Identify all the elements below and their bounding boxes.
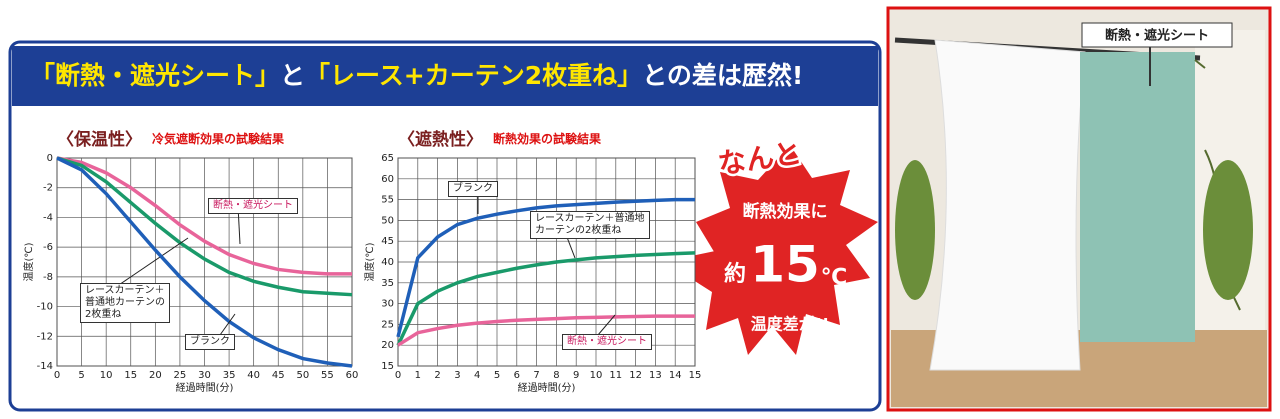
y-tick-label: -10	[37, 302, 53, 313]
x-tick-label: 10	[590, 370, 603, 381]
x-tick-label: 3	[454, 370, 460, 381]
x-tick-label: 9	[573, 370, 579, 381]
y-tick-label: 55	[381, 195, 394, 206]
y-tick-label: -6	[43, 242, 53, 253]
x-tick-label: 20	[149, 370, 162, 381]
photo-label-box	[1081, 22, 1233, 48]
callout-text: 断熱効果に	[743, 201, 828, 222]
x-tick-label: 35	[223, 370, 236, 381]
x-tick-label: 25	[174, 370, 187, 381]
x-axis-label: 経過時間(分)	[176, 381, 234, 394]
x-tick-label: 6	[514, 370, 520, 381]
y-tick-label: -12	[37, 331, 53, 342]
y-tick-label: 15	[381, 361, 394, 372]
x-tick-label: 14	[669, 370, 682, 381]
banner-part: 「レース+カーテン2枚重ね」	[305, 61, 642, 90]
chart-subtitle: 断熱効果の試験結果	[493, 132, 602, 146]
y-tick-label: 65	[381, 153, 394, 164]
y-tick-label: 60	[381, 174, 394, 185]
banner-bg	[12, 46, 878, 106]
x-tick-label: 5	[494, 370, 500, 381]
y-tick-label: -14	[37, 361, 53, 372]
x-tick-label: 60	[346, 370, 359, 381]
x-tick-label: 55	[321, 370, 334, 381]
photo-label: 断熱・遮光シート	[1105, 28, 1209, 44]
x-tick-label: 2	[434, 370, 440, 381]
legend-label: レースカーテン＋普通地 カーテンの2枚重ね	[530, 211, 650, 239]
starburst	[690, 145, 878, 355]
y-tick-label: 0	[47, 153, 53, 164]
y-tick-label: 40	[381, 257, 394, 268]
x-tick-label: 15	[689, 370, 702, 381]
label-pointer	[109, 237, 189, 292]
callout-text: 温度差が!!	[750, 315, 830, 334]
x-axis-label: 経過時間(分)	[518, 381, 576, 394]
x-tick-label: 4	[474, 370, 480, 381]
callout-number: 15	[750, 236, 820, 294]
sheet-curtain	[1080, 52, 1195, 342]
banner-part: との差は歴然!	[642, 61, 803, 90]
x-tick-label: 1	[415, 370, 421, 381]
legend-label: ブランク	[185, 334, 235, 350]
data-line	[396, 197, 695, 338]
legend-label: 断熱・遮光シート	[562, 334, 652, 350]
chart-subtitle: 冷気遮断効果の試験結果	[152, 132, 285, 146]
x-tick-label: 40	[247, 370, 260, 381]
legend-label: 断熱・遮光シート	[208, 198, 298, 214]
y-tick-label: 25	[381, 319, 394, 330]
plant	[895, 160, 935, 300]
x-tick-label: 45	[272, 370, 285, 381]
y-tick-label: -8	[43, 272, 53, 283]
legend-label: レースカーテン＋ 普通地カーテンの 2枚重ね	[80, 283, 170, 323]
data-line	[56, 156, 353, 297]
x-tick-label: 5	[78, 370, 84, 381]
x-tick-label: 10	[100, 370, 113, 381]
x-tick-label: 7	[533, 370, 539, 381]
banner-part: と	[280, 61, 305, 90]
x-tick-label: 30	[198, 370, 211, 381]
data-line	[396, 251, 696, 346]
y-axis-label: 温度(℃)	[363, 242, 376, 281]
y-tick-label: 35	[381, 278, 394, 289]
y-tick-label: 45	[381, 236, 394, 247]
data-line	[56, 156, 353, 368]
x-tick-label: 0	[395, 370, 401, 381]
plant	[1203, 160, 1253, 300]
callout-text: ℃	[821, 265, 848, 290]
data-line	[56, 156, 352, 276]
banner: 「断熱・遮光シート」と「レース+カーテン2枚重ね」との差は歴然!	[30, 61, 803, 90]
y-tick-label: 20	[381, 340, 394, 351]
y-axis-label: 温度(℃)	[22, 242, 35, 281]
y-tick-label: 50	[381, 215, 394, 226]
x-tick-label: 13	[649, 370, 662, 381]
legend-label: ブランク	[448, 181, 498, 197]
lace-curtain	[929, 39, 1086, 371]
y-tick-label: -4	[43, 212, 53, 223]
callout-text: 約	[724, 261, 746, 287]
x-tick-label: 50	[296, 370, 309, 381]
data-line	[397, 314, 695, 347]
banner-part: 「断熱・遮光シート」	[30, 61, 280, 90]
chart-title: 〈遮熱性〉	[398, 130, 483, 150]
y-tick-label: -2	[43, 183, 53, 194]
x-tick-label: 0	[54, 370, 60, 381]
x-tick-label: 8	[553, 370, 559, 381]
x-tick-label: 12	[629, 370, 642, 381]
x-tick-label: 11	[609, 370, 622, 381]
chart-title: 〈保温性〉	[57, 130, 142, 150]
y-tick-label: 30	[381, 299, 394, 310]
x-tick-label: 15	[124, 370, 137, 381]
